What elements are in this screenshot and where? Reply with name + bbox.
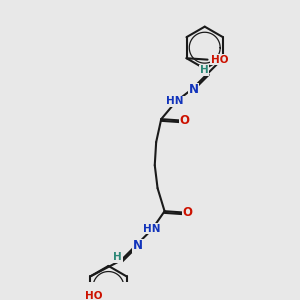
Text: O: O (179, 114, 189, 127)
Text: HN: HN (142, 224, 160, 234)
Text: N: N (188, 83, 199, 96)
Text: N: N (133, 239, 143, 252)
Text: O: O (183, 206, 193, 219)
Text: H: H (200, 65, 208, 75)
Text: HO: HO (85, 291, 102, 300)
Text: H: H (113, 252, 122, 262)
Text: HN: HN (167, 96, 184, 106)
Text: HO: HO (211, 55, 228, 64)
